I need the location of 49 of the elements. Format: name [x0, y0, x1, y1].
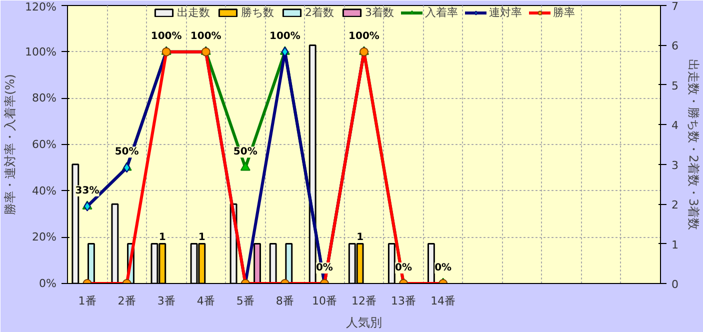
- y-tick-label: 20%: [32, 230, 57, 244]
- y2-tick-label: 1: [672, 238, 678, 252]
- y-tick-label: 0%: [39, 277, 56, 290]
- legend-label: 2着数: [305, 5, 334, 20]
- y-tick-label: 60%: [32, 138, 57, 151]
- x-tick-label: 10番: [312, 294, 337, 308]
- y-axis-title: 勝率・連対率・入着率(%): [3, 74, 18, 215]
- y2-tick-label: 3: [672, 158, 678, 172]
- data-label: 0%: [395, 262, 412, 274]
- data-label: 1: [198, 232, 206, 243]
- y2-tick-label: 6: [672, 40, 678, 53]
- y2-tick-label: 5: [672, 79, 678, 92]
- point: [240, 162, 250, 171]
- data-label: 100%: [348, 30, 380, 42]
- data-label: 1: [356, 232, 364, 243]
- data-label: 0%: [434, 262, 452, 274]
- x-tick-label: 14番: [430, 294, 456, 308]
- y-tick-label: 100%: [25, 45, 57, 58]
- x-tick-label: 12番: [352, 294, 376, 308]
- data-label: 0%: [316, 262, 333, 274]
- data-label: 100%: [269, 30, 300, 42]
- legend-label: 連対率: [489, 5, 522, 20]
- data-label: 33%: [75, 185, 100, 196]
- legend-label: 3着数: [365, 5, 394, 20]
- y-tick-label: 40%: [32, 184, 57, 198]
- data-label: 50%: [233, 146, 258, 158]
- x-axis-title: 人気別: [346, 316, 382, 330]
- y2-tick-label: 4: [672, 119, 678, 132]
- legend-label: 勝率: [553, 5, 575, 20]
- y-tick-label: 80%: [32, 92, 57, 105]
- x-tick-label: 3番: [157, 294, 176, 308]
- x-tick-label: 4番: [196, 294, 215, 308]
- y2-tick-label: 0: [672, 278, 678, 291]
- data-label: 50%: [114, 146, 139, 158]
- y-tick-label: 120%: [25, 0, 57, 14]
- legend-label: 入着率: [425, 5, 458, 20]
- y2-tick-label: 7: [672, 0, 678, 13]
- x-tick-label: 13番: [391, 294, 416, 308]
- x-tick-label: 8番: [276, 294, 294, 308]
- data-label: 100%: [190, 30, 222, 42]
- legend-label: 勝ち数: [241, 5, 274, 20]
- data-label: 1: [158, 232, 166, 243]
- x-tick-label: 2番: [118, 294, 136, 308]
- y2-tick-label: 2: [672, 198, 678, 212]
- y2-axis-title: 出走数・勝ち数・2着数・3着数: [686, 58, 700, 230]
- data-label: 100%: [150, 30, 182, 42]
- x-tick-label: 5番: [236, 294, 254, 308]
- legend-label: 出走数: [177, 5, 210, 20]
- x-tick-label: 1番: [78, 294, 96, 308]
